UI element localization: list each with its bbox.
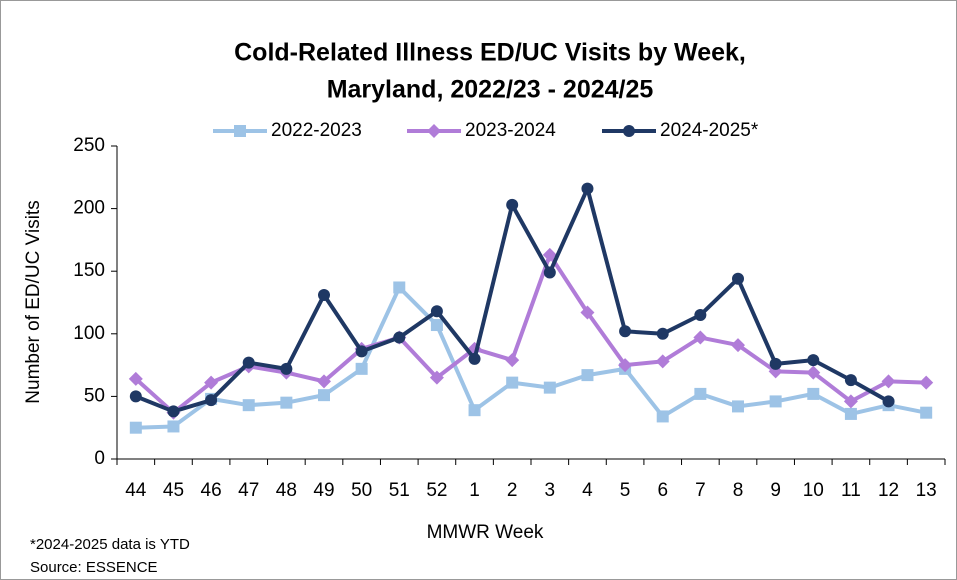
marker <box>732 400 744 413</box>
x-tick-label: 5 <box>620 480 631 501</box>
marker <box>543 266 556 279</box>
x-tick-label: 51 <box>389 480 410 501</box>
legend-label: 2024-2025* <box>660 120 759 141</box>
x-tick-label: 47 <box>238 480 259 501</box>
y-tick-label: 200 <box>73 198 105 219</box>
x-tick-label: 3 <box>545 480 556 501</box>
marker <box>506 198 519 211</box>
marker <box>693 330 708 345</box>
marker <box>128 371 143 386</box>
marker <box>505 353 520 368</box>
marker <box>280 362 293 375</box>
marker <box>732 272 744 285</box>
x-tick-label: 6 <box>657 480 668 501</box>
marker <box>242 356 255 369</box>
marker <box>129 421 142 434</box>
marker <box>769 357 782 370</box>
series-line <box>135 285 927 430</box>
y-tick-label: 150 <box>73 260 105 281</box>
marker <box>844 374 857 387</box>
marker <box>919 375 934 390</box>
marker <box>167 405 180 418</box>
y-axis-label: Number of ED/UC Visits <box>23 200 44 403</box>
marker <box>807 387 820 400</box>
marker <box>393 281 406 294</box>
marker <box>694 387 707 400</box>
marker <box>167 420 180 433</box>
x-tick-label: 44 <box>125 480 147 501</box>
marker <box>129 390 142 403</box>
marker <box>242 399 255 412</box>
x-tick-label: 50 <box>351 480 372 501</box>
x-tick-label: 13 <box>916 480 937 501</box>
marker <box>543 381 556 394</box>
x-tick-label: 49 <box>313 480 334 501</box>
marker <box>317 374 331 389</box>
marker <box>468 404 481 417</box>
marker <box>506 376 519 389</box>
footnote: Source: ESSENCE <box>30 559 158 576</box>
marker <box>393 331 406 344</box>
marker <box>427 124 441 138</box>
marker <box>581 182 594 195</box>
x-tick-label: 1 <box>469 480 480 501</box>
marker <box>618 358 633 373</box>
legend-label: 2022-2023 <box>271 120 362 141</box>
marker <box>542 247 557 262</box>
y-tick-label: 0 <box>94 448 105 469</box>
series-line <box>134 252 927 415</box>
marker <box>882 395 895 408</box>
y-tick-label: 250 <box>73 135 105 156</box>
marker <box>318 389 330 402</box>
marker <box>623 125 635 137</box>
x-tick-label: 9 <box>770 480 781 501</box>
footnote: *2024-2025 data is YTD <box>30 536 190 553</box>
marker <box>355 345 368 358</box>
marker <box>355 362 368 375</box>
marker <box>619 325 632 338</box>
marker <box>204 375 219 390</box>
marker <box>205 394 218 407</box>
y-tick-label: 100 <box>73 323 105 344</box>
marker <box>430 305 443 318</box>
legend-label: 2023-2024 <box>465 120 556 141</box>
marker <box>656 410 669 423</box>
marker <box>581 369 594 382</box>
x-tick-label: 8 <box>733 480 744 501</box>
marker <box>656 327 669 340</box>
marker <box>430 319 443 332</box>
marker <box>806 365 821 380</box>
marker <box>694 309 707 322</box>
chart-title: Cold-Related Illness ED/UC Visits by Wee… <box>234 39 746 67</box>
chart-title: Maryland, 2022/23 - 2024/25 <box>327 76 654 104</box>
marker <box>881 374 896 389</box>
x-tick-label: 52 <box>426 480 447 501</box>
marker <box>234 125 246 137</box>
x-tick-label: 11 <box>841 480 861 501</box>
marker <box>655 354 670 369</box>
y-tick-label: 50 <box>84 385 105 406</box>
x-tick-label: 7 <box>695 480 706 501</box>
marker <box>280 396 293 409</box>
marker <box>580 305 595 320</box>
marker <box>769 395 782 408</box>
x-tick-label: 12 <box>878 480 899 501</box>
marker <box>920 406 933 419</box>
marker <box>844 407 857 420</box>
marker <box>731 338 745 353</box>
x-tick-label: 10 <box>803 480 824 501</box>
marker <box>843 394 858 409</box>
marker <box>468 352 481 365</box>
marker <box>429 370 444 385</box>
x-axis-label: MMWR Week <box>427 522 544 543</box>
x-tick-label: 48 <box>276 480 297 501</box>
x-tick-label: 45 <box>163 480 184 501</box>
x-tick-label: 2 <box>507 480 518 501</box>
marker <box>807 354 820 367</box>
marker <box>318 288 330 301</box>
x-tick-label: 4 <box>582 480 593 501</box>
x-tick-label: 46 <box>201 480 222 501</box>
